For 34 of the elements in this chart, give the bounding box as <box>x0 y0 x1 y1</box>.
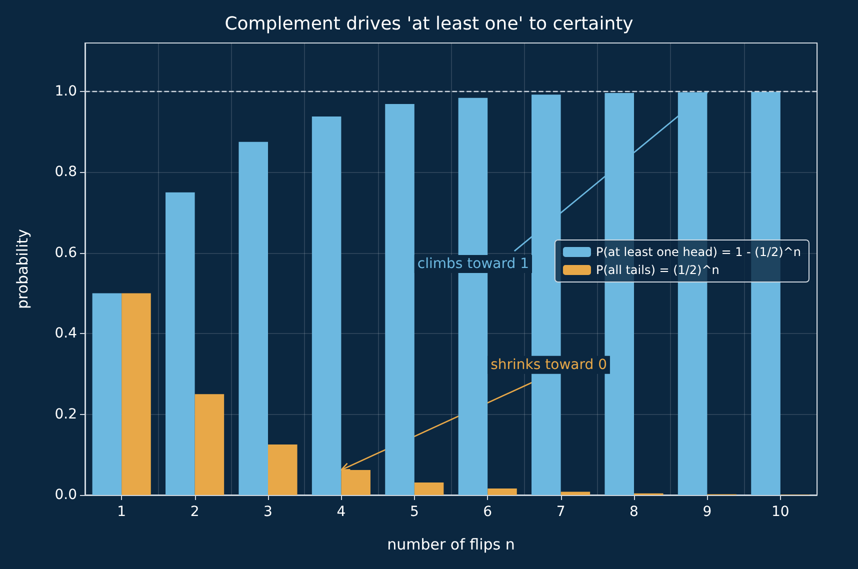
bar <box>122 293 151 495</box>
y-tick-label: 0.4 <box>54 326 78 342</box>
x-axis-title: number of flips n <box>387 536 515 554</box>
y-tick-label: 0.2 <box>54 406 77 422</box>
bar <box>560 492 590 495</box>
bar <box>385 104 414 495</box>
legend-label: P(at least one head) = 1 - (1/2)^n <box>596 245 801 259</box>
x-tick-label: 6 <box>483 504 492 520</box>
bar <box>238 142 268 495</box>
y-tick-label: 0.0 <box>54 487 77 503</box>
x-tick-label: 7 <box>556 504 566 520</box>
x-tick-label: 2 <box>190 504 200 520</box>
x-tick-label: 8 <box>630 504 638 520</box>
bar <box>414 482 444 495</box>
annotation: shrinks toward 0 <box>490 356 607 373</box>
y-tick-label: 0.8 <box>54 164 77 180</box>
bar <box>268 444 298 495</box>
x-tick-label: 4 <box>336 504 346 520</box>
y-tick-label: 0.6 <box>54 244 78 261</box>
bar <box>92 293 122 495</box>
chart-title: Complement drives 'at least one' to certainty <box>224 14 634 34</box>
bar <box>166 192 195 495</box>
x-tick-label: 5 <box>410 504 419 520</box>
bar <box>312 116 342 495</box>
bar <box>488 488 517 495</box>
bar <box>194 394 224 495</box>
y-tick-label: 1.0 <box>54 83 77 100</box>
x-tick-label: 9 <box>702 504 712 520</box>
y-axis-title: probability <box>14 228 32 310</box>
annotation: climbs toward 1 <box>417 256 529 272</box>
legend-label: P(all tails) = (1/2)^n <box>596 263 720 277</box>
x-tick-label: 3 <box>264 504 272 520</box>
x-tick-label: 1 <box>117 504 126 520</box>
x-tick-label: 10 <box>771 504 790 520</box>
